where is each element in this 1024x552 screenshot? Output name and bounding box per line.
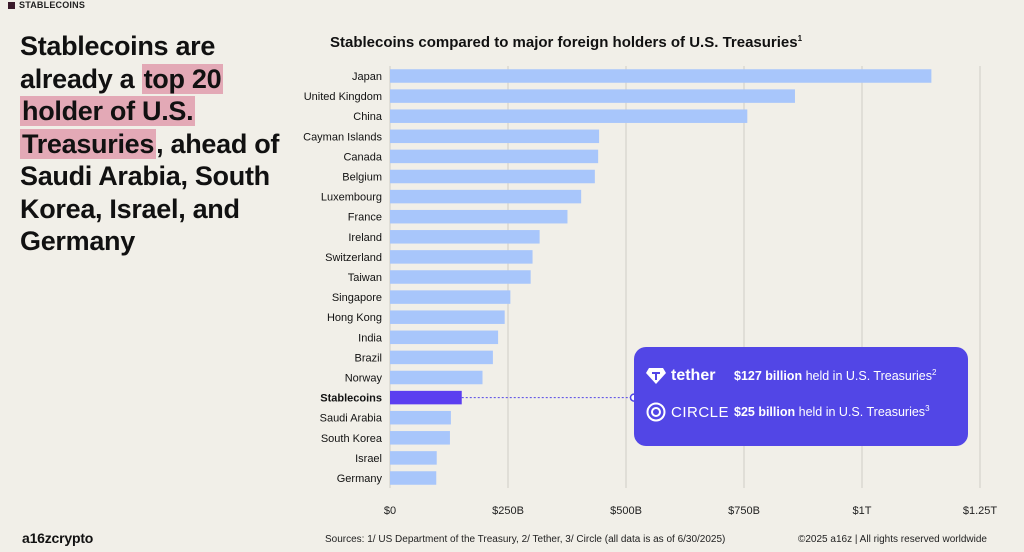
bar-taiwan (390, 270, 531, 284)
category-label: United Kingdom (304, 91, 382, 103)
bar-south-korea (390, 431, 450, 445)
category-label: Japan (352, 71, 382, 83)
bar-france (390, 209, 568, 224)
bar-norway (390, 370, 483, 385)
copyright: ©2025 a16z | All rights reserved worldwi… (798, 534, 987, 545)
bar-canada (390, 149, 599, 164)
x-tick-label: $250B (492, 505, 524, 517)
stablecoin-callout: tether $127 billion held in U.S. Treasur… (634, 347, 968, 446)
circle-text: $25 billion held in U.S. Treasuries3 (734, 404, 930, 420)
bar-ireland (390, 230, 540, 244)
x-tick-label: $500B (610, 505, 642, 517)
category-label: Luxembourg (321, 192, 382, 204)
tether-icon (646, 368, 666, 384)
bar-japan (390, 69, 932, 83)
circle-logo: CIRCLE (646, 402, 736, 422)
bar-united-kingdom (390, 89, 795, 103)
category-label: Ireland (348, 232, 382, 244)
sources-note: Sources: 1/ US Department of the Treasur… (325, 534, 726, 545)
category-label: Germany (337, 473, 383, 485)
headline-part2: , ahead of Saudi Arabia, South Korea, Is… (20, 128, 280, 257)
bar-luxembourg (390, 189, 582, 204)
category-label: Singapore (332, 292, 382, 304)
tag-square-icon (8, 1, 15, 9)
tether-text: $127 billion held in U.S. Treasuries2 (734, 368, 937, 384)
category-label: Belgium (342, 172, 382, 184)
circle-icon (646, 402, 666, 422)
bar-germany (390, 471, 437, 485)
category-label: South Korea (321, 433, 383, 445)
category-label: Canada (343, 151, 382, 163)
category-label: Stablecoins (320, 393, 382, 405)
headline-part1: Stablecoins are already a (20, 31, 216, 94)
x-tick-label: $1T (853, 505, 872, 517)
category-label: France (348, 212, 382, 224)
category-label: Israel (355, 453, 382, 465)
x-tick-label: $1.25T (963, 505, 998, 517)
category-label: Taiwan (348, 272, 382, 284)
tether-logo: tether (646, 367, 736, 385)
headline-highlight: top 20 holder of U.S. Treasuries (20, 63, 224, 159)
bar-hong-kong (390, 310, 505, 324)
a16zcrypto-logo: a16zcrypto (22, 530, 94, 546)
x-tick-label: $0 (384, 505, 396, 517)
section-tag-label: STABLECOINS (19, 0, 86, 10)
category-label: China (353, 111, 383, 123)
bar-cayman-islands (390, 129, 600, 144)
bar-brazil (390, 350, 493, 365)
chart-title: Stablecoins compared to major foreign ho… (330, 34, 803, 51)
bar-singapore (390, 290, 511, 304)
bar-india (390, 330, 499, 345)
category-label: Brazil (354, 352, 382, 364)
headline: Stablecoins are already a top 20 holder … (20, 30, 290, 258)
x-tick-label: $750B (728, 505, 760, 517)
circle-row: CIRCLE $25 billion held in U.S. Treasuri… (646, 402, 930, 422)
category-label: Cayman Islands (303, 131, 382, 143)
section-tag: STABLECOINS (8, 0, 85, 10)
circle-wordmark: CIRCLE (671, 403, 730, 421)
category-label: Switzerland (325, 252, 382, 264)
category-label: Hong Kong (327, 312, 382, 324)
tether-row: tether $127 billion held in U.S. Treasur… (646, 367, 936, 385)
bar-china (390, 109, 748, 123)
category-label: Saudi Arabia (320, 413, 383, 425)
bar-belgium (390, 169, 595, 184)
bar-saudi-arabia (390, 410, 451, 425)
category-label: Norway (345, 373, 383, 385)
bar-israel (390, 451, 437, 465)
tether-wordmark: tether (671, 367, 716, 384)
bar-stablecoins (390, 390, 462, 405)
bar-switzerland (390, 250, 533, 264)
category-label: India (358, 332, 383, 344)
